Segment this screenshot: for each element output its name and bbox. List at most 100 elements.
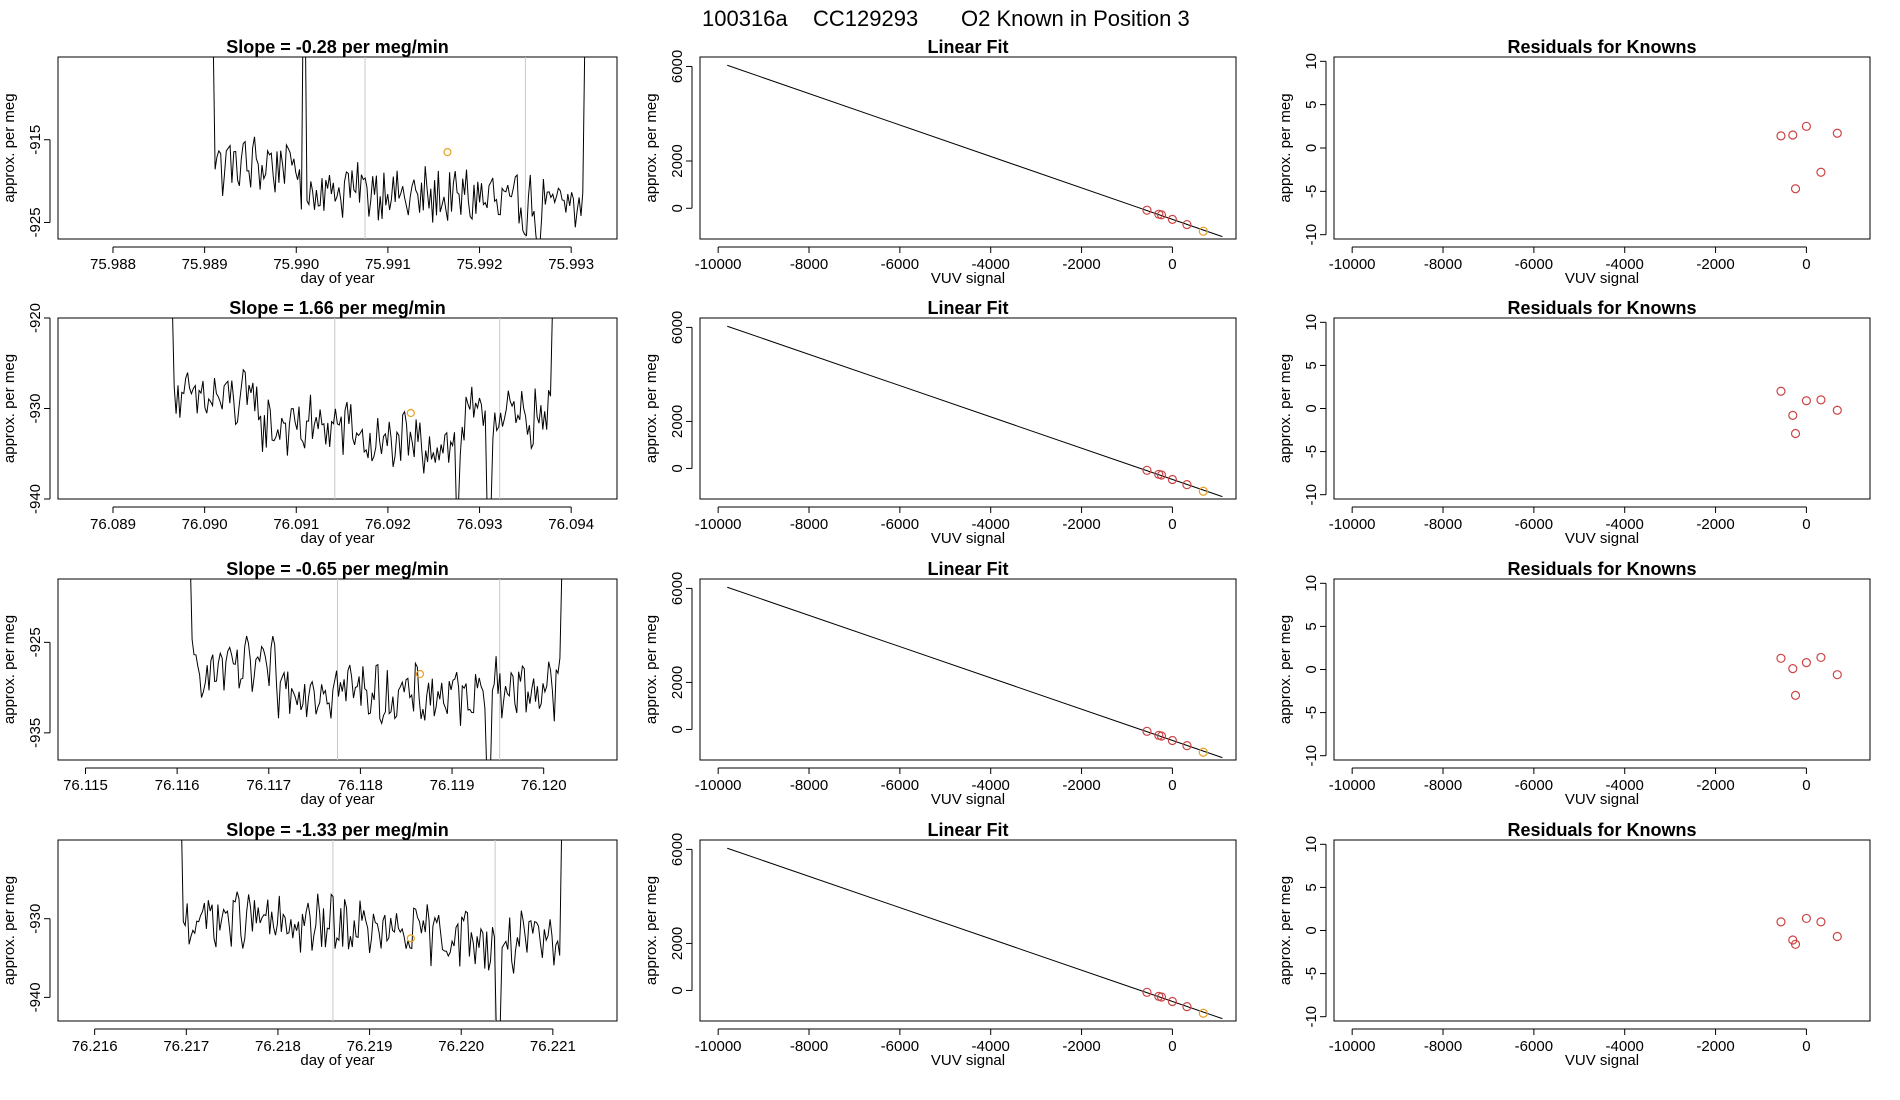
plot-area (190, 579, 563, 760)
y-tick-label: -940 (27, 484, 44, 514)
highlight-marker (406, 934, 415, 943)
x-tick-label: -2000 (1696, 256, 1734, 273)
x-axis: -10000 -8000 -6000 -4000 -2000 0 (1329, 506, 1811, 533)
plot-area (1776, 652, 1842, 700)
y-tick-label: -925 (27, 627, 44, 657)
x-tick-label: -4000 (972, 256, 1010, 273)
y-axis-label: approx. per meg (643, 876, 660, 985)
x-tick-label: -10000 (1329, 1038, 1376, 1055)
data-point (1198, 747, 1208, 757)
data-point (1167, 735, 1178, 746)
y-tick-label: -925 (27, 207, 44, 237)
x-axis-label: VUV signal (1565, 270, 1639, 287)
x-tick-label: 76.115 (63, 777, 108, 794)
y-axis: 0 2000 6000 (669, 833, 693, 995)
x-axis-label: day of year (300, 791, 374, 808)
highlight-marker (406, 408, 415, 418)
x-tick-label: 76.093 (457, 516, 503, 533)
panel-title: Slope = -1.33 per meg/min (226, 820, 449, 840)
plot-area (727, 325, 1223, 498)
x-axis: -10000 -8000 -6000 -4000 -2000 0 (1329, 767, 1811, 794)
x-tick-label: -10000 (695, 516, 742, 533)
x-tick-label: -4000 (1606, 1038, 1644, 1055)
x-tick-label: -8000 (790, 256, 828, 273)
x-tick-label: -6000 (1515, 516, 1553, 533)
x-axis-label: day of year (300, 270, 374, 287)
panel-title: Linear Fit (927, 559, 1008, 579)
x-axis: -10000 -8000 -6000 -4000 -2000 0 (695, 767, 1177, 794)
highlight-marker (415, 669, 425, 679)
x-tick-label: -4000 (1606, 777, 1644, 794)
y-tick-label: 5 (1303, 361, 1320, 369)
y-tick-label: -10 (1303, 745, 1320, 767)
x-axis: -10000 -8000 -6000 -4000 -2000 0 (1329, 1028, 1811, 1055)
x-tick-label: -8000 (790, 777, 828, 794)
x-tick-label: 0 (1802, 256, 1810, 273)
y-tick-label: 0 (1303, 926, 1320, 934)
panel-title: Slope = -0.28 per meg/min (226, 37, 449, 57)
data-point (1198, 486, 1208, 496)
x-tick-label: 0 (1802, 777, 1810, 794)
residuals-panel-3: Residuals for Knowns -10000 -8000 -6000 -400… (1277, 559, 1871, 808)
residual-point (1776, 653, 1786, 663)
y-axis-label: approx. per meg (1, 876, 18, 985)
y-tick-label: 0 (1303, 404, 1320, 412)
fit-line (727, 586, 1223, 759)
x-tick-label: -2000 (1696, 777, 1734, 794)
x-axis: 76.089 76.090 76.091 76.092 76.093 76.094 (90, 506, 594, 533)
title-position: O2 Known in Position 3 (961, 6, 1190, 31)
plot-frame (1333, 317, 1871, 500)
x-tick-label: 0 (1802, 1038, 1810, 1055)
y-tick-label: 6000 (669, 311, 686, 344)
data-point (1156, 210, 1167, 220)
x-tick-label: -6000 (881, 777, 919, 794)
y-tick-label: 10 (1303, 836, 1320, 853)
fit-line (727, 325, 1223, 498)
y-tick-label: 10 (1303, 53, 1320, 70)
x-tick-label: 76.117 (246, 777, 291, 794)
x-tick-label: 0 (1168, 516, 1176, 533)
plot-frame (699, 56, 1237, 240)
x-tick-label: 75.993 (548, 256, 594, 273)
x-tick-label: 75.990 (273, 256, 319, 273)
residual-point (1816, 167, 1826, 177)
linearfit-panel-1: Linear Fit -10000 -8000 -6000 -4000 -2000 0 VUV… (643, 37, 1237, 287)
x-tick-label: -6000 (881, 1038, 919, 1055)
plot-area (727, 586, 1223, 759)
panel-title: Residuals for Knowns (1507, 820, 1696, 840)
x-tick-label: -10000 (1329, 516, 1376, 533)
x-axis-label: day of year (300, 1052, 374, 1069)
y-axis-label: approx. per meg (1, 354, 18, 463)
residual-point (1776, 131, 1786, 141)
data-point (1156, 470, 1167, 480)
x-axis-label: day of year (300, 530, 374, 547)
plot-frame (1333, 56, 1871, 240)
plot-frame (1333, 839, 1871, 1022)
x-axis: 76.216 76.217 76.218 76.219 76.220 76.221 (72, 1028, 576, 1055)
panel-title: Slope = 1.66 per meg/min (229, 298, 446, 318)
y-axis-label: approx. per meg (1, 615, 18, 724)
x-tick-label: 76.091 (273, 516, 319, 533)
x-tick-label: -8000 (1424, 777, 1462, 794)
y-axis: -10 -5 0 5 10 (1303, 575, 1327, 767)
panel-title: Residuals for Knowns (1507, 298, 1696, 318)
x-tick-label: 0 (1168, 777, 1176, 794)
title-run-id: 100316a (702, 6, 788, 31)
figure-title: 100316a CC129293 O2 Known in Position 3 (702, 6, 1190, 31)
residual-point (1816, 652, 1826, 663)
y-axis: -925 -915 (27, 125, 51, 237)
data-point (1142, 205, 1152, 215)
x-tick-label: -4000 (972, 1038, 1010, 1055)
residual-point (1832, 670, 1842, 680)
plot-area (1776, 121, 1842, 194)
residual-point (1816, 395, 1826, 405)
residual-point (1788, 410, 1798, 420)
y-tick-label: -940 (27, 982, 44, 1012)
x-tick-label: -4000 (1606, 256, 1644, 273)
residual-point (1801, 658, 1812, 668)
y-tick-label: -5 (1303, 706, 1320, 719)
residual-point (1790, 184, 1801, 194)
y-tick-label: 2000 (669, 927, 686, 960)
